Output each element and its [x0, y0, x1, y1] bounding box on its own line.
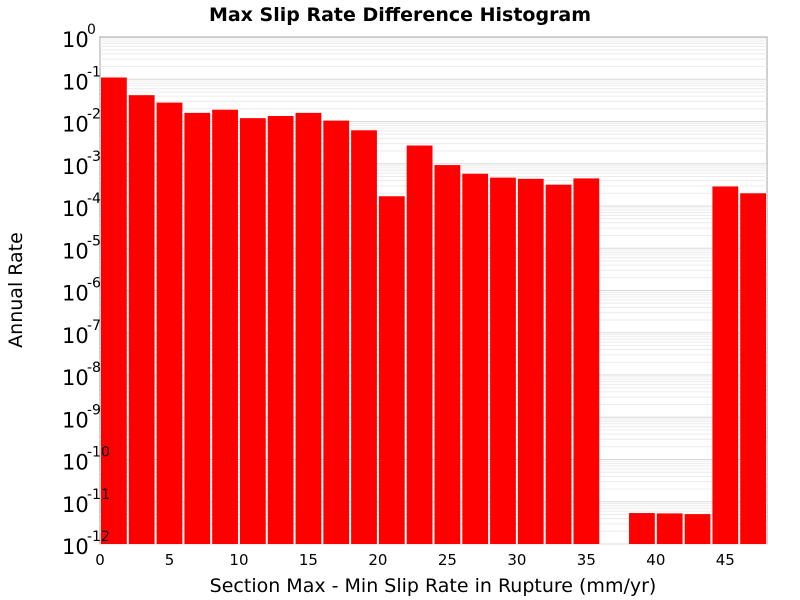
y-axis-ticks: 10010-110-210-310-410-510-610-710-810-91…	[62, 22, 110, 559]
grid-lines	[100, 38, 767, 545]
y-tick-base: 10	[62, 113, 89, 137]
histogram-bar	[128, 95, 155, 544]
histogram-bar	[545, 184, 572, 544]
x-tick-label: 40	[646, 551, 665, 569]
y-tick-label: 10-10	[62, 445, 110, 475]
y-tick-label: 10-12	[62, 529, 110, 559]
y-tick-exponent: -2	[87, 107, 101, 123]
histogram-bar	[434, 165, 461, 544]
x-tick-label: 10	[229, 551, 248, 569]
histogram-bar	[656, 513, 683, 544]
histogram-bar	[684, 514, 711, 544]
y-tick-base: 10	[62, 535, 89, 559]
y-tick-exponent: -5	[87, 233, 101, 249]
x-tick-label: 15	[299, 551, 318, 569]
y-tick-label: 10-2	[62, 107, 101, 137]
y-tick-label: 10-9	[62, 402, 101, 432]
y-tick-base: 10	[62, 28, 89, 52]
y-tick-base: 10	[62, 155, 89, 179]
y-tick-base: 10	[62, 239, 89, 263]
y-tick-base: 10	[62, 451, 89, 475]
x-tick-label: 25	[438, 551, 457, 569]
y-tick-exponent: -6	[87, 276, 101, 292]
x-tick-label: 20	[368, 551, 387, 569]
y-tick-exponent: -8	[87, 360, 101, 376]
histogram-bar	[295, 112, 322, 545]
y-tick-label: 10-8	[62, 360, 101, 390]
histogram-bar	[740, 193, 766, 544]
x-tick-label: 45	[716, 551, 735, 569]
y-tick-label: 10-11	[62, 487, 110, 517]
y-tick-label: 10-1	[62, 64, 101, 94]
y-tick-label: 10-6	[62, 276, 101, 306]
y-axis-label: Annual Rate	[5, 232, 27, 348]
histogram-bar	[462, 173, 489, 544]
x-tick-label: 30	[507, 551, 526, 569]
histogram-bar	[239, 118, 266, 544]
histogram-bar	[517, 178, 544, 544]
y-tick-base: 10	[62, 70, 89, 94]
bars	[101, 77, 766, 545]
histogram-bar	[573, 178, 600, 544]
y-tick-label: 10-5	[62, 233, 101, 263]
y-tick-exponent: 0	[87, 22, 96, 38]
y-tick-base: 10	[62, 324, 89, 348]
histogram-bar	[351, 130, 377, 544]
y-tick-exponent: -12	[87, 529, 110, 545]
x-tick-label: 35	[577, 551, 596, 569]
x-axis-label: Section Max - Min Slip Rate in Rupture (…	[210, 575, 657, 597]
y-tick-base: 10	[62, 366, 89, 390]
x-axis-ticks: 0 5 10 15 20 25 30 35 40 45	[95, 551, 735, 569]
y-tick-exponent: -11	[87, 487, 110, 503]
histogram-bar	[490, 177, 516, 544]
y-tick-exponent: -3	[87, 149, 101, 165]
histogram-bar	[101, 77, 127, 544]
y-tick-exponent: -4	[87, 191, 101, 207]
y-tick-exponent: -10	[87, 445, 110, 461]
y-tick-label: 10-7	[62, 318, 101, 348]
histogram-bar	[156, 102, 183, 544]
y-tick-label: 10-3	[62, 149, 101, 179]
x-tick-label: 0	[95, 551, 105, 569]
histogram-bar	[212, 109, 238, 545]
histogram-bar	[406, 145, 433, 544]
histogram-bar	[378, 196, 405, 544]
y-tick-label: 10-4	[62, 191, 101, 221]
y-tick-exponent: -9	[87, 402, 101, 418]
y-tick-base: 10	[62, 282, 89, 306]
y-tick-base: 10	[62, 408, 89, 432]
histogram-bar	[184, 112, 211, 545]
y-tick-base: 10	[62, 197, 89, 221]
chart-title: Max Slip Rate Difference Histogram	[209, 4, 591, 26]
histogram-bar	[712, 186, 739, 544]
y-tick-base: 10	[62, 493, 89, 517]
histogram-bar	[267, 115, 294, 544]
y-tick-label: 100	[62, 22, 96, 52]
y-tick-exponent: -1	[87, 64, 101, 80]
y-tick-exponent: -7	[87, 318, 101, 334]
histogram-bar	[323, 120, 350, 545]
x-tick-label: 5	[165, 551, 175, 569]
histogram-bar	[629, 513, 655, 544]
